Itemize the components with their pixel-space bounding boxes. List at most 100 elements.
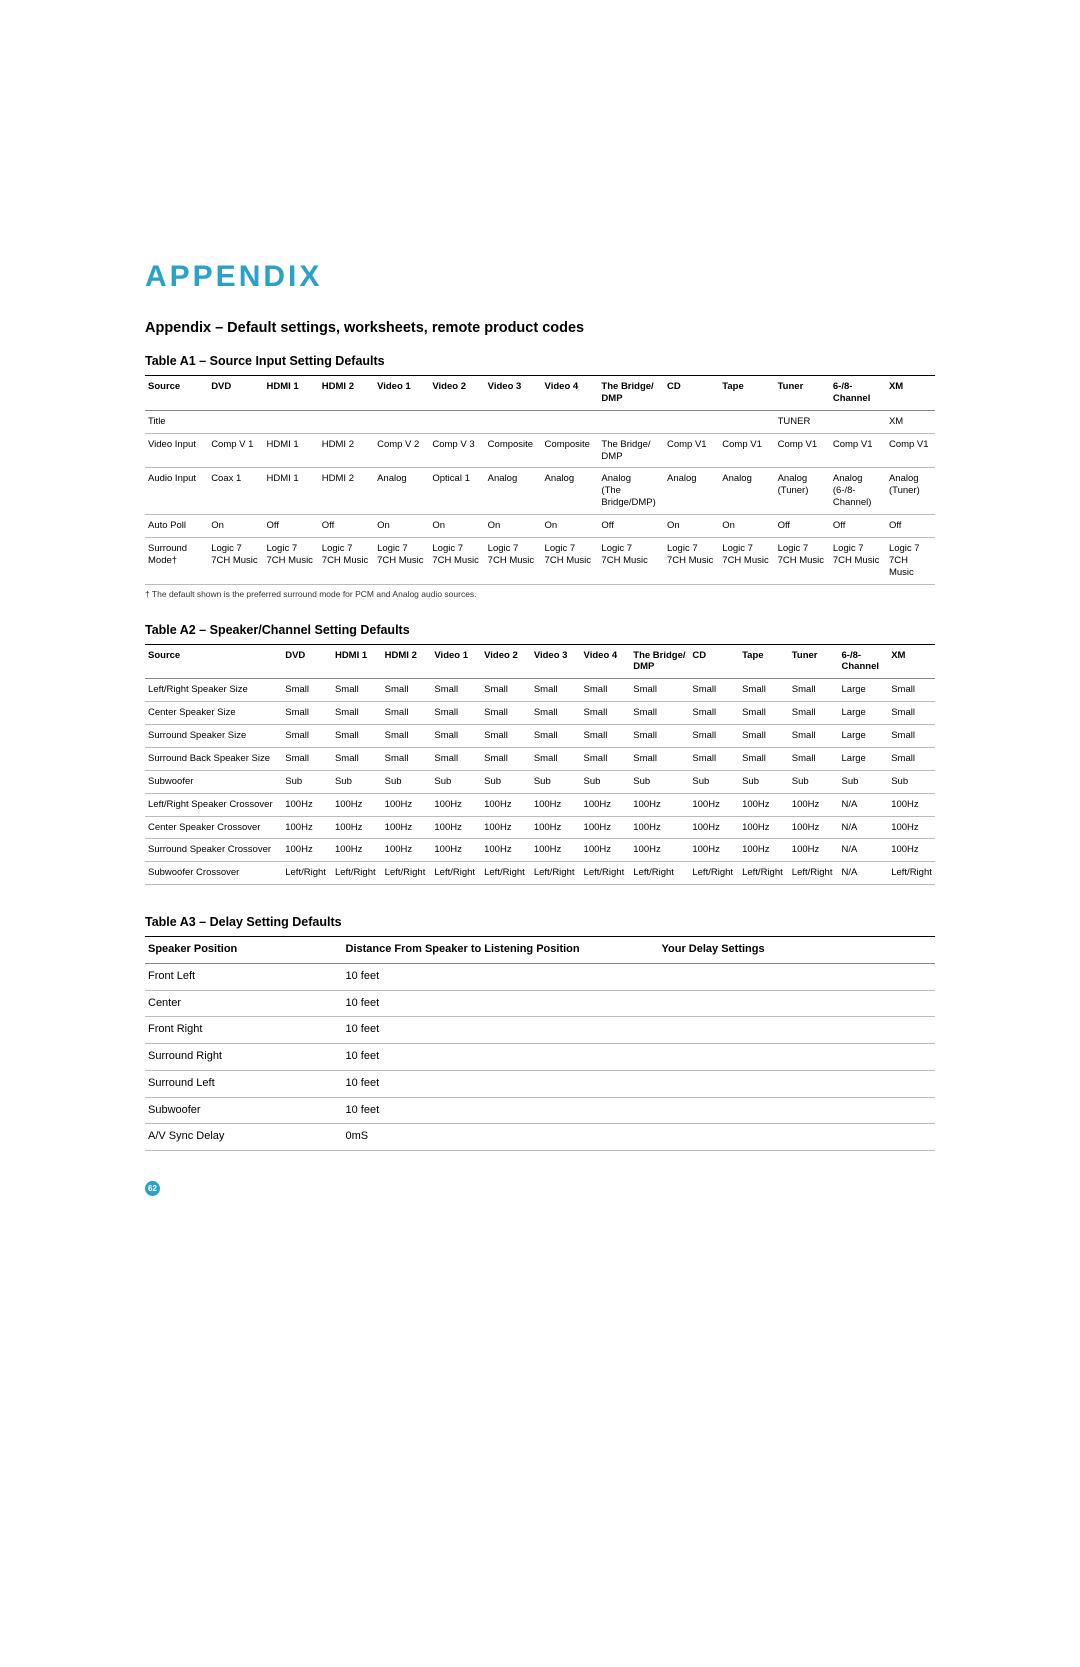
table-header-cell: The Bridge/DMP	[598, 376, 664, 411]
table-cell: Small	[481, 679, 531, 702]
table-cell: Small	[888, 725, 935, 748]
table-cell: Small	[630, 747, 689, 770]
table-cell: N/A	[839, 793, 889, 816]
table-a1: SourceDVDHDMI 1HDMI 2Video 1Video 2Video…	[145, 375, 935, 585]
table-cell: HDMI 1	[263, 433, 318, 468]
table-cell	[374, 410, 429, 433]
table-a2: SourceDVDHDMI 1HDMI 2Video 1Video 2Video…	[145, 644, 935, 886]
table-cell	[659, 990, 936, 1017]
table-header-cell: Your Delay Settings	[659, 937, 936, 964]
table-cell: Small	[739, 702, 789, 725]
table-cell: 10 feet	[343, 1017, 659, 1044]
table-cell: Sub	[431, 770, 481, 793]
table-cell: Small	[332, 679, 382, 702]
table-cell: Small	[789, 702, 839, 725]
table-cell: Left/Right	[531, 862, 581, 885]
table-cell: Small	[581, 679, 631, 702]
table-cell: Logic 77CH Music	[542, 537, 599, 584]
table-cell: Small	[481, 702, 531, 725]
table-cell: Left/Right	[581, 862, 631, 885]
table-cell: Off	[598, 515, 664, 538]
table-cell: 10 feet	[343, 1044, 659, 1071]
table-cell: Off	[319, 515, 374, 538]
table-header-cell: DVD	[282, 644, 332, 679]
table-row: A/V Sync Delay0mS	[145, 1124, 935, 1151]
table-row: Front Left10 feet	[145, 963, 935, 990]
table-cell: Small	[689, 702, 739, 725]
table-cell: 100Hz	[531, 793, 581, 816]
table-header-cell: Video 1	[374, 376, 429, 411]
table-row: Center Speaker Crossover100Hz100Hz100Hz1…	[145, 816, 935, 839]
table-cell: N/A	[839, 862, 889, 885]
table-cell: Left/Right	[689, 862, 739, 885]
table-cell: On	[719, 515, 774, 538]
table-cell: Sub	[282, 770, 332, 793]
table-header-cell: 6-/8-Channel	[830, 376, 886, 411]
table-cell: 100Hz	[531, 816, 581, 839]
table-cell: 100Hz	[282, 839, 332, 862]
table-cell: Comp V 1	[208, 433, 263, 468]
table-header-cell: DVD	[208, 376, 263, 411]
table-cell: N/A	[839, 839, 889, 862]
table-cell: Left/Right	[282, 862, 332, 885]
table-cell: Small	[531, 747, 581, 770]
table-cell: Subwoofer	[145, 770, 282, 793]
table-cell: 100Hz	[739, 816, 789, 839]
table-cell: 100Hz	[332, 816, 382, 839]
table-cell: Analog(6-/8-Channel)	[830, 468, 886, 515]
table-cell: Small	[888, 702, 935, 725]
table-header-cell: Video 3	[485, 376, 542, 411]
table-header-cell: Source	[145, 644, 282, 679]
table-cell: Logic 77CH Music	[719, 537, 774, 584]
table-cell: 10 feet	[343, 963, 659, 990]
table-cell: Sub	[839, 770, 889, 793]
table-cell	[830, 410, 886, 433]
table-cell: Small	[531, 679, 581, 702]
table-cell: Left/Right	[382, 862, 432, 885]
table-cell: Small	[739, 725, 789, 748]
table-cell: 100Hz	[431, 839, 481, 862]
table-cell: 10 feet	[343, 990, 659, 1017]
table-cell: Off	[263, 515, 318, 538]
table-cell	[659, 1070, 936, 1097]
table-header-cell: Source	[145, 376, 208, 411]
section-title: APPENDIX	[145, 260, 935, 294]
table-row: Subwoofer CrossoverLeft/RightLeft/RightL…	[145, 862, 935, 885]
table-cell: HDMI 2	[319, 433, 374, 468]
table-cell: Audio Input	[145, 468, 208, 515]
table-header-cell: XM	[888, 644, 935, 679]
table-cell: Small	[689, 725, 739, 748]
table-cell: Small	[282, 679, 332, 702]
table-cell: Left/Right	[888, 862, 935, 885]
table-cell: Analog(Tuner)	[886, 468, 935, 515]
table-cell: Logic 77CH Music	[485, 537, 542, 584]
table-cell: 100Hz	[481, 793, 531, 816]
table-cell: Logic 77CH Music	[208, 537, 263, 584]
table-cell: Subwoofer Crossover	[145, 862, 282, 885]
table-cell: Small	[739, 679, 789, 702]
table-header-cell: Tape	[739, 644, 789, 679]
table-cell: 100Hz	[689, 793, 739, 816]
table-row: Audio InputCoax 1HDMI 1HDMI 2AnalogOptic…	[145, 468, 935, 515]
table-cell: A/V Sync Delay	[145, 1124, 343, 1151]
table-row: Left/Right Speaker Crossover100Hz100Hz10…	[145, 793, 935, 816]
table-cell: Small	[282, 702, 332, 725]
table-cell	[263, 410, 318, 433]
table-cell: 100Hz	[689, 816, 739, 839]
table-cell: 100Hz	[630, 816, 689, 839]
table-row: TitleTUNERXM	[145, 410, 935, 433]
table-cell: Sub	[332, 770, 382, 793]
table-row: Center10 feet	[145, 990, 935, 1017]
table-cell: On	[542, 515, 599, 538]
table-cell: Title	[145, 410, 208, 433]
table-cell: Small	[789, 679, 839, 702]
table-cell: 100Hz	[739, 839, 789, 862]
table-a3: Speaker PositionDistance From Speaker to…	[145, 936, 935, 1151]
table-cell: Left/Right Speaker Size	[145, 679, 282, 702]
table-header-cell: HDMI 2	[319, 376, 374, 411]
table-cell: Left/Right	[332, 862, 382, 885]
table-cell: Analog(The Bridge/DMP)	[598, 468, 664, 515]
table-cell: The Bridge/DMP	[598, 433, 664, 468]
table-cell: Large	[839, 702, 889, 725]
table-cell: TUNER	[775, 410, 830, 433]
